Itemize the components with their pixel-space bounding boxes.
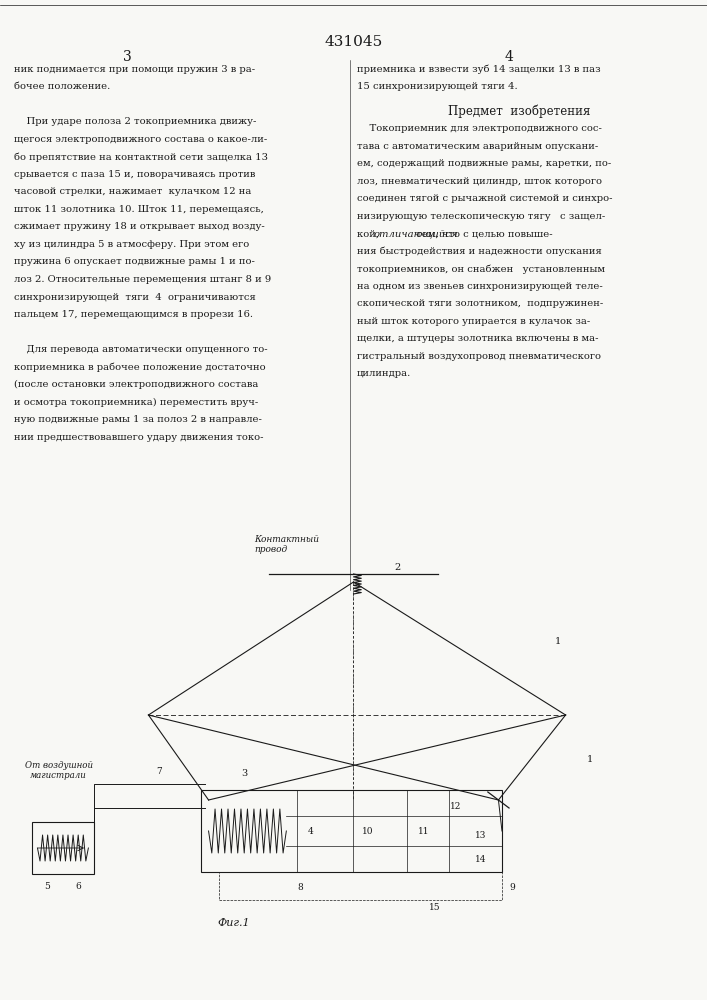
Text: 3: 3	[123, 50, 132, 64]
Text: щегося электроподвижного состава о какое-ли-: щегося электроподвижного состава о какое…	[14, 135, 267, 144]
Text: тем, что с целью повыше-: тем, что с целью повыше-	[413, 229, 553, 238]
Text: 6: 6	[76, 882, 81, 891]
Text: соединен тягой с рычажной системой и синхро-: соединен тягой с рычажной системой и син…	[357, 194, 612, 203]
Text: пальцем 17, перемещающимся в прорези 16.: пальцем 17, перемещающимся в прорези 16.	[14, 310, 253, 319]
Text: 7: 7	[156, 768, 162, 776]
Text: ем, содержащий подвижные рамы, каретки, по-: ем, содержащий подвижные рамы, каретки, …	[357, 159, 612, 168]
Text: цилиндра.: цилиндра.	[357, 369, 411, 378]
Text: 12: 12	[450, 802, 462, 811]
Text: 1: 1	[555, 638, 561, 647]
Text: 8: 8	[298, 884, 303, 892]
Text: срывается с паза 15 и, поворачиваясь против: срывается с паза 15 и, поворачиваясь про…	[14, 170, 255, 179]
Text: От воздушной
магистрали: От воздушной магистрали	[25, 761, 93, 780]
Text: шток 11 золотника 10. Шток 11, перемещаясь,: шток 11 золотника 10. Шток 11, перемещая…	[14, 205, 264, 214]
Text: 15: 15	[429, 902, 440, 912]
Text: на одном из звеньев синхронизирующей теле-: на одном из звеньев синхронизирующей тел…	[357, 282, 603, 291]
Text: лоз 2. Относительные перемещения штанг 8 и 9: лоз 2. Относительные перемещения штанг 8…	[14, 275, 271, 284]
Text: щелки, а штуцеры золотника включены в ма-: щелки, а штуцеры золотника включены в ма…	[357, 334, 599, 343]
Text: тава с автоматическим аварийным опускани-: тава с автоматическим аварийным опускани…	[357, 142, 598, 151]
Text: 2: 2	[395, 564, 401, 572]
Text: бочее положение.: бочее положение.	[14, 82, 110, 91]
Bar	[201, 790, 502, 872]
Text: гистральный воздухопровод пневматического: гистральный воздухопровод пневматическог…	[357, 352, 601, 361]
Text: Токоприемник для электроподвижного сос-: Токоприемник для электроподвижного сос-	[357, 124, 602, 133]
Text: Для перевода автоматически опущенного то-: Для перевода автоматически опущенного то…	[14, 345, 268, 354]
Text: и осмотра токоприемника) переместить вруч-: и осмотра токоприемника) переместить вру…	[14, 397, 258, 407]
Text: Контактный
провод: Контактный провод	[255, 535, 320, 554]
Text: кой,: кой,	[357, 229, 382, 238]
Text: сжимает пружину 18 и открывает выход возду-: сжимает пружину 18 и открывает выход воз…	[14, 222, 265, 231]
Text: скопической тяги золотником,  подпружинен-: скопической тяги золотником, подпружинен…	[357, 299, 603, 308]
Text: нии предшествовавшего удару движения токо-: нии предшествовавшего удару движения ток…	[14, 432, 264, 442]
Text: Предмет  изобретения: Предмет изобретения	[448, 105, 591, 118]
Text: часовой стрелки, нажимает  кулачком 12 на: часовой стрелки, нажимает кулачком 12 на	[14, 188, 252, 196]
Text: бо препятствие на контактной сети защелка 13: бо препятствие на контактной сети защелк…	[14, 152, 268, 162]
Text: 3: 3	[241, 769, 247, 778]
Text: 431045: 431045	[325, 35, 382, 49]
Text: При ударе полоза 2 токоприемника движу-: При ударе полоза 2 токоприемника движу-	[14, 117, 257, 126]
Text: 4: 4	[505, 50, 513, 64]
Text: 15 синхронизирующей тяги 4.: 15 синхронизирующей тяги 4.	[357, 82, 518, 91]
Text: (после остановки электроподвижного состава: (после остановки электроподвижного соста…	[14, 380, 259, 389]
Text: синхронизирующей  тяги  4  ограничиваются: синхронизирующей тяги 4 ограничиваются	[14, 292, 256, 302]
Text: 11: 11	[419, 826, 430, 836]
Text: ный шток которого упирается в кулачок за-: ный шток которого упирается в кулачок за…	[357, 317, 590, 326]
Text: ния быстродействия и надежности опускания: ния быстродействия и надежности опускани…	[357, 247, 602, 256]
Text: Фиг.1: Фиг.1	[217, 918, 250, 928]
Text: 9: 9	[509, 884, 515, 892]
Bar	[32, 822, 94, 874]
Text: 13: 13	[475, 831, 486, 840]
Text: токоприемников, он снабжен   установленным: токоприемников, он снабжен установленным	[357, 264, 605, 274]
Text: 1: 1	[587, 756, 593, 764]
Text: ную подвижные рамы 1 за полоз 2 в направле-: ную подвижные рамы 1 за полоз 2 в направ…	[14, 415, 262, 424]
Text: 5: 5	[45, 882, 50, 891]
Text: 10: 10	[362, 826, 373, 836]
Text: 4: 4	[308, 826, 314, 836]
Text: 14: 14	[475, 855, 486, 864]
Text: коприемника в рабочее положение достаточно: коприемника в рабочее положение достаточ…	[14, 362, 266, 372]
Text: приемника и взвести зуб 14 защелки 13 в паз: приемника и взвести зуб 14 защелки 13 в …	[357, 65, 601, 75]
Text: низирующую телескопическую тягу   с защел-: низирующую телескопическую тягу с защел-	[357, 212, 605, 221]
Bar	[219, 872, 502, 900]
Text: ник поднимается при помощи пружин 3 в ра-: ник поднимается при помощи пружин 3 в ра…	[14, 65, 255, 74]
Text: пружина 6 опускает подвижные рамы 1 и по-: пружина 6 опускает подвижные рамы 1 и по…	[14, 257, 255, 266]
Text: лоз, пневматический цилиндр, шток которого: лоз, пневматический цилиндр, шток которо…	[357, 177, 602, 186]
Text: ху из цилиндра 5 в атмосферу. При этом его: ху из цилиндра 5 в атмосферу. При этом е…	[14, 240, 250, 249]
Text: отличающийся: отличающийся	[373, 229, 458, 238]
